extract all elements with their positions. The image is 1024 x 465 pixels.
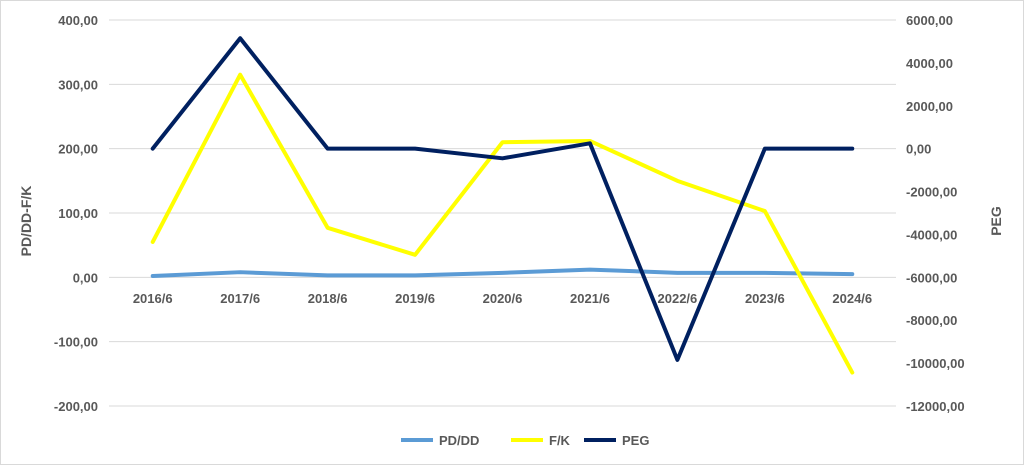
left-tick-label: -100,00	[54, 335, 98, 350]
right-tick-label: -10000,00	[906, 356, 965, 371]
gridlines	[109, 19, 896, 407]
x-tick-label: 2020/6	[483, 291, 523, 306]
legend-label: PD/DD	[439, 433, 479, 448]
x-tick-label: 2018/6	[308, 291, 348, 306]
x-tick-label: 2024/6	[832, 291, 872, 306]
series-line-f-k	[150, 72, 855, 375]
right-tick-label: -8000,00	[906, 313, 957, 328]
right-tick-label: 6000,00	[906, 13, 953, 28]
x-tick-label: 2017/6	[220, 291, 260, 306]
right-tick-label: -12000,00	[906, 399, 965, 414]
x-tick-label: 2021/6	[570, 291, 610, 306]
left-tick-label: 200,00	[58, 142, 98, 157]
x-tick-label: 2016/6	[133, 291, 173, 306]
left-axis-title: PD/DD-F/K	[18, 186, 34, 257]
x-axis-ticks: 2016/6 2017/6 2018/6 2019/6 2020/6 2021/6 2022…	[133, 291, 872, 306]
x-tick-label: 2023/6	[745, 291, 785, 306]
right-tick-label: -4000,00	[906, 227, 957, 242]
legend-label: PEG	[622, 433, 649, 448]
left-tick-label: 100,00	[58, 206, 98, 221]
legend: PD/DD F/K PEG	[401, 433, 649, 448]
series-line-peg	[150, 36, 855, 362]
left-axis-ticks: 400,00 300,00 200,00 100,00 0,00 -100,00 -200,…	[54, 13, 98, 414]
right-tick-label: 4000,00	[906, 56, 953, 71]
right-axis-ticks: 6000,00 4000,00 2000,00 0,00 -2000,00 -4000,0…	[906, 13, 965, 414]
legend-label: F/K	[549, 433, 571, 448]
right-tick-label: 0,00	[906, 142, 931, 157]
right-tick-label: 2000,00	[906, 99, 953, 114]
left-tick-label: 300,00	[58, 77, 98, 92]
x-tick-label: 2022/6	[658, 291, 698, 306]
right-tick-label: -6000,00	[906, 270, 957, 285]
series-line-pd-dd	[150, 267, 855, 279]
x-tick-label: 2019/6	[395, 291, 435, 306]
right-axis-title: PEG	[988, 206, 1004, 236]
right-tick-label: -2000,00	[906, 185, 957, 200]
left-tick-label: 0,00	[73, 270, 98, 285]
left-tick-label: -200,00	[54, 399, 98, 414]
left-tick-label: 400,00	[58, 13, 98, 28]
series-lines	[150, 36, 855, 375]
